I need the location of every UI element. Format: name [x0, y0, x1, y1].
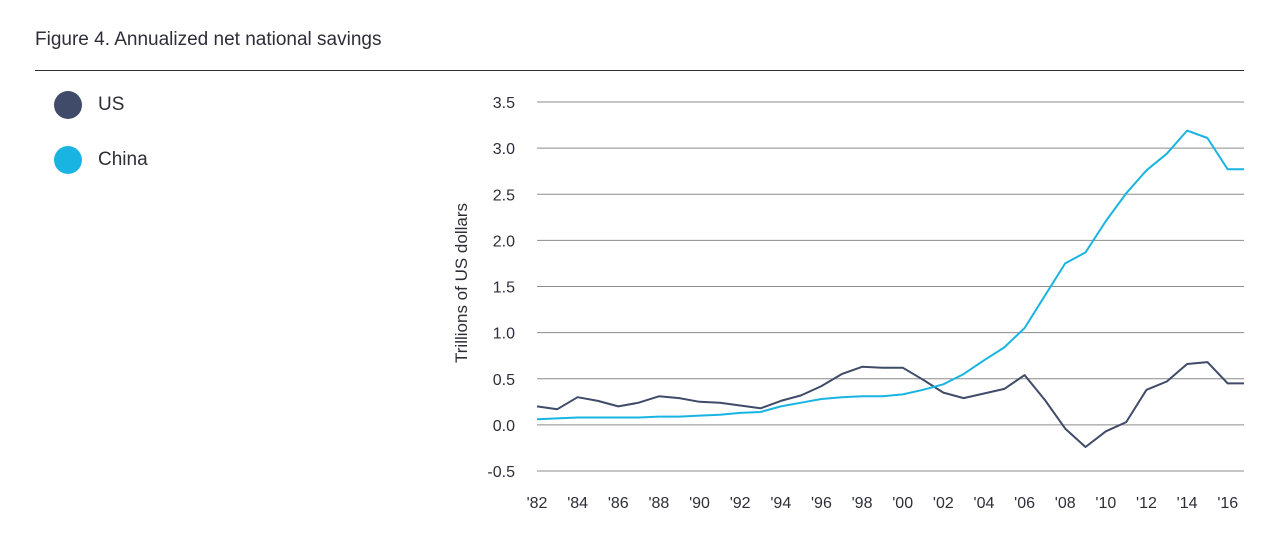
x-tick-label: '88: [648, 495, 669, 512]
figure-title: Figure 4. Annualized net national saving…: [35, 29, 382, 50]
y-tick-label: 3.5: [493, 95, 515, 112]
x-tick-label: '94: [770, 495, 791, 512]
series-line-us: [536, 361, 1244, 448]
x-tick-label: '90: [689, 495, 710, 512]
x-tick-label: '92: [730, 495, 751, 512]
y-axis-title: Trillions of US dollars: [452, 203, 471, 363]
y-tick-label: 0.5: [493, 372, 515, 389]
legend: US China: [54, 90, 148, 200]
y-tick-label: 1.0: [493, 326, 515, 343]
legend-item-china: China: [54, 145, 148, 175]
legend-label-china: China: [98, 149, 148, 170]
y-tick-label: 0.0: [493, 418, 515, 435]
x-tick-label: '14: [1177, 495, 1198, 512]
y-tick-label: -0.5: [487, 464, 515, 481]
x-tick-label: '98: [852, 495, 873, 512]
x-tick-label: '08: [1055, 495, 1076, 512]
x-tick-label: '12: [1136, 495, 1157, 512]
legend-label-us: US: [98, 94, 125, 115]
x-tick-label: '82: [527, 495, 548, 512]
title-divider: [35, 70, 1244, 71]
x-tick-label: '00: [892, 495, 913, 512]
x-axis-tick-labels: '82 '84 '86 '88 '90 '92 '94 '96 '98 '00 '02 '04 '06 '…: [527, 495, 1239, 512]
y-tick-label: 2.0: [493, 233, 515, 250]
x-tick-label: '16: [1217, 495, 1238, 512]
y-tick-label: 3.0: [493, 141, 515, 158]
x-tick-label: '84: [567, 495, 588, 512]
x-tick-label: '96: [811, 495, 832, 512]
y-tick-label: 1.5: [493, 280, 515, 297]
y-tick-label: 2.5: [493, 187, 515, 204]
legend-item-us: US: [54, 90, 148, 120]
legend-swatch-china: [54, 146, 82, 174]
series-line-china: [536, 129, 1244, 421]
x-tick-label: '02: [933, 495, 954, 512]
gridlines: [537, 101, 1244, 472]
x-tick-label: '06: [1014, 495, 1035, 512]
x-tick-label: '04: [974, 495, 995, 512]
series-lines: [536, 129, 1244, 448]
legend-swatch-us: [54, 91, 82, 119]
x-tick-label: '10: [1095, 495, 1116, 512]
x-tick-label: '86: [608, 495, 629, 512]
y-axis-tick-labels: -0.5 0.0 0.5 1.0 1.5 2.0 2.5 3.0 3.5: [487, 95, 515, 481]
